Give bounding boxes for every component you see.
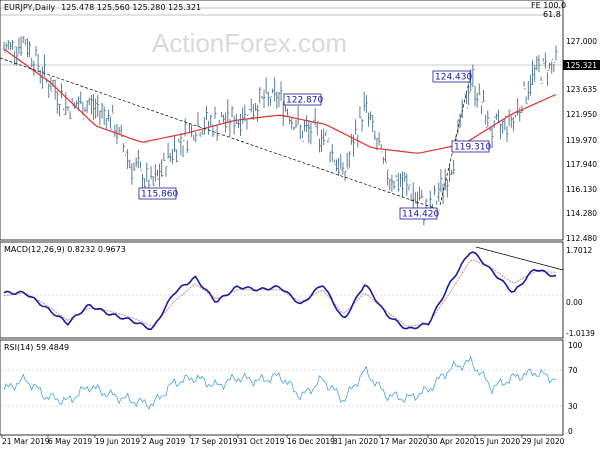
time-axis-label: 16 Dec 2019	[287, 437, 335, 446]
price-tick: 121.950	[566, 110, 597, 119]
annotation-122870: 122.870	[283, 93, 323, 106]
svg-text:115.860: 115.860	[141, 190, 178, 200]
watermark: ActionForex.com	[152, 28, 347, 58]
price-axis: 127.000 125.321 123.635 121.950 119.970 …	[563, 37, 600, 243]
time-axis-label: 17 Mar 2020	[380, 437, 428, 446]
annotation-114420: 114.420	[399, 207, 439, 220]
price-tick: 112.480	[566, 234, 597, 243]
price-tick: 127.000	[566, 37, 597, 46]
time-axis-label: 19 Jun 2019	[95, 437, 140, 446]
rsi-tick: 100	[568, 341, 583, 350]
candles	[3, 36, 558, 226]
rsi-line	[3, 355, 557, 410]
svg-text:124.430: 124.430	[435, 73, 472, 83]
time-axis-label: 6 May 2019	[48, 437, 92, 446]
rsi-tick: 0	[568, 427, 573, 436]
time-axis-label: 21 Mar 2019	[2, 437, 50, 446]
time-axis-label: 31 Oct 2019	[238, 437, 285, 446]
price-tick: 114.280	[566, 209, 597, 218]
time-axis-label: 30 Apr 2020	[428, 437, 475, 446]
time-axis-label: 17 Sep 2019	[190, 437, 238, 446]
macd-tick: 1.7012	[566, 246, 592, 255]
macd-tick: 0.00	[566, 298, 583, 307]
trend-line-down	[0, 57, 441, 211]
annotation-119310: 119.310	[451, 140, 491, 153]
rsi-panel	[0, 339, 564, 436]
current-price-label: 125.321	[566, 61, 597, 70]
svg-text:114.420: 114.420	[402, 210, 439, 220]
macd-title: MACD(12,26,9) 0.8232 0.9673	[4, 245, 126, 254]
fe-value: 61.8	[543, 10, 561, 19]
rsi-tick: 70	[568, 366, 578, 375]
annotation-124430: 124.430	[432, 70, 472, 83]
rsi-title: RSI(14) 59.4849	[4, 343, 69, 352]
price-tick: 116.130	[566, 185, 597, 194]
time-axis-label: 2 Aug 2019	[142, 437, 185, 446]
price-tick: 117.940	[566, 160, 597, 169]
time-axis-label: 29 Jul 2020	[522, 437, 565, 446]
current-price-marker	[563, 60, 600, 70]
macd-divergence-line	[475, 246, 564, 271]
rsi-tick: 30	[568, 402, 578, 411]
macd-tick: -1.0139	[566, 329, 595, 338]
annotation-115860: 115.860	[138, 187, 178, 200]
macd-signal-line	[3, 259, 557, 327]
price-tick: 123.635	[566, 85, 597, 94]
main-panel	[0, 0, 564, 241]
time-axis-label: 31 Jan 2020	[333, 437, 378, 446]
time-axis-label: 15 Jun 2020	[475, 437, 520, 446]
macd-line	[3, 251, 557, 331]
chart-title: EURJPY,Daily 125.478 125.560 125.280 125.…	[4, 3, 201, 12]
macd-panel	[0, 241, 564, 339]
fe-label: FE 100.0	[531, 1, 566, 10]
svg-text:119.310: 119.310	[454, 143, 491, 153]
svg-text:122.870: 122.870	[286, 96, 323, 106]
price-tick: 119.970	[566, 136, 597, 145]
